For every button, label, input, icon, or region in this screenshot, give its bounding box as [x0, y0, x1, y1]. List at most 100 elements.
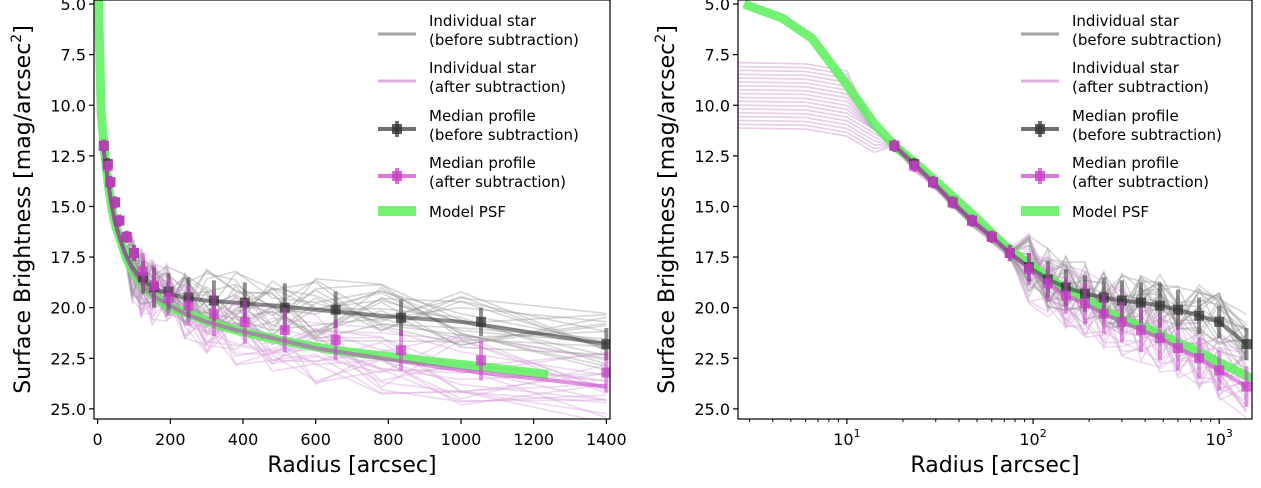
y-tick-label: 17.5 — [694, 248, 730, 267]
y-tick-label: 20.0 — [50, 299, 86, 318]
legend: Individual star(before subtraction)Indiv… — [1021, 12, 1222, 221]
legend-label: Individual star — [429, 59, 537, 77]
legend-label-sub: (after subtraction) — [429, 173, 566, 191]
marker-median_after — [1023, 264, 1034, 275]
x-tick-label: 1000 — [441, 430, 482, 449]
y-tick-label: 22.5 — [50, 349, 86, 368]
marker-median_after — [476, 355, 486, 366]
y-tick-label: 25.0 — [50, 400, 86, 419]
legend-label-sub: (after subtraction) — [1072, 173, 1209, 191]
marker-median_after — [1098, 308, 1109, 319]
x-axis-label: Radius [arcsec] — [267, 453, 436, 478]
individual-star-core-line — [738, 111, 895, 147]
marker-median_after — [163, 292, 174, 303]
right-panel-log: 5.0 7.5 10.0 12.5 15.0 17.5 20.0 22.5 25.0 101 102… — [653, 0, 1253, 478]
legend-label: Median profile — [429, 107, 536, 125]
legend-marker-median_after — [1035, 171, 1045, 181]
marker-median_before — [1154, 300, 1165, 311]
axes-frame — [737, 0, 1253, 420]
individual-star-core-line — [738, 123, 895, 150]
individual-star-core-line — [738, 127, 895, 154]
marker-median_after — [889, 140, 900, 151]
marker-median_after — [1172, 343, 1183, 354]
y-tick-label: 12.5 — [50, 147, 86, 166]
marker-median_after — [114, 215, 125, 226]
x-tick-label: 101 — [833, 427, 860, 449]
marker-median_after — [986, 231, 997, 242]
marker-median_after — [128, 248, 139, 259]
legend-label-sub: (before subtraction) — [429, 31, 579, 49]
legend-marker-median_before — [392, 124, 402, 134]
y-tick-label: 20.0 — [694, 299, 730, 318]
marker-median_after — [98, 140, 109, 151]
marker-median_before — [1116, 295, 1127, 306]
x-tick-label: 600 — [300, 430, 331, 449]
plot-area — [94, 0, 610, 419]
x-tick-label: 1400 — [586, 430, 627, 449]
marker-median_after — [138, 266, 149, 277]
legend-label-sub: (before subtraction) — [1072, 31, 1222, 49]
marker-median_after — [1079, 298, 1090, 309]
x-tick-label: 1200 — [513, 430, 554, 449]
x-tick-label: 0 — [93, 430, 103, 449]
legend-label: Individual star — [1072, 12, 1180, 30]
marker-median_before — [1194, 310, 1205, 321]
marker-median_before — [1214, 316, 1225, 327]
marker-median_before — [1172, 304, 1183, 315]
marker-median_after — [1154, 333, 1165, 344]
x-tick-label: 102 — [1019, 427, 1046, 449]
y-tick-label: 5.0 — [61, 0, 86, 14]
legend-label: Individual star — [429, 12, 537, 30]
y-tick-label: 7.5 — [61, 46, 86, 65]
marker-median_before — [396, 312, 407, 323]
x-tick-exponent: 3 — [1226, 427, 1233, 440]
marker-median_after — [1214, 365, 1225, 376]
plot-area — [738, 0, 1252, 419]
individual-star-core-line — [738, 119, 895, 147]
marker-median_after — [1241, 381, 1252, 392]
legend-label: Median profile — [1072, 107, 1179, 125]
marker-median_after — [1116, 316, 1127, 327]
marker-median_after — [330, 335, 341, 346]
marker-median_before — [1241, 339, 1252, 350]
y-tick-label: 5.0 — [705, 0, 730, 14]
legend-marker-median_after — [392, 171, 402, 181]
marker-median_before — [601, 339, 610, 350]
x-tick-label: 103 — [1206, 427, 1233, 449]
legend-label: Median profile — [1072, 154, 1179, 172]
marker-median_after — [1004, 248, 1015, 259]
marker-median_after — [601, 367, 610, 378]
legend-label-sub: (after subtraction) — [1072, 78, 1209, 96]
marker-median_after — [110, 197, 121, 208]
y-tick-label: 17.5 — [50, 248, 86, 267]
x-axis-label: Radius [arcsec] — [910, 453, 1079, 478]
legend-label: Model PSF — [1072, 203, 1149, 221]
marker-median_after — [927, 177, 938, 188]
marker-median_before — [1135, 297, 1146, 308]
y-tick-label: 15.0 — [694, 197, 730, 216]
y-tick-label: 15.0 — [50, 197, 86, 216]
y-tick-label: 10.0 — [694, 96, 730, 115]
y-tick-label: 7.5 — [705, 46, 730, 65]
marker-median_after — [183, 300, 194, 311]
y-tick-label: 22.5 — [694, 349, 730, 368]
marker-median_before — [330, 304, 341, 315]
legend-label-sub: (after subtraction) — [429, 78, 566, 96]
marker-median_after — [105, 177, 116, 188]
axes-frame — [93, 0, 611, 420]
x-tick-label: 200 — [155, 430, 186, 449]
y-tick-label: 25.0 — [694, 400, 730, 419]
marker-median_after — [1194, 353, 1205, 364]
marker-median_after — [1060, 290, 1071, 301]
y-tick-label: 12.5 — [694, 147, 730, 166]
legend-label-sub: (before subtraction) — [1072, 126, 1222, 144]
marker-median_after — [148, 280, 159, 291]
marker-median_after — [909, 160, 920, 171]
x-tick-exponent: 1 — [854, 427, 861, 440]
x-tick-label: 800 — [373, 430, 404, 449]
marker-median_after — [947, 197, 958, 208]
legend: Individual star(before subtraction)Indiv… — [378, 12, 579, 221]
marker-median_after — [208, 308, 219, 319]
